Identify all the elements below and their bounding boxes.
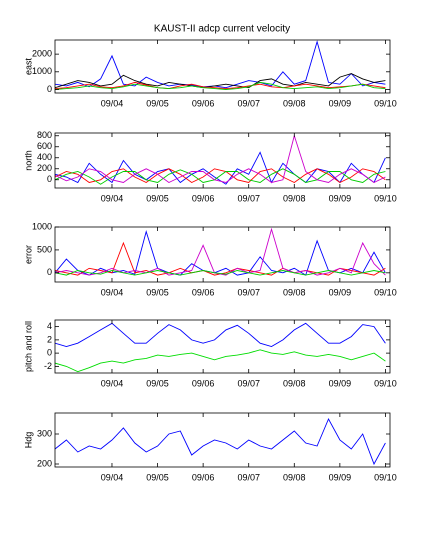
plot-frame (54, 412, 391, 468)
x-tick-label: 09/06 (192, 193, 215, 203)
x-tick-label: 09/08 (283, 98, 306, 108)
x-tick-label: 09/04 (101, 378, 124, 388)
y-tick-label: 200 (37, 163, 52, 173)
x-tick-label: 09/08 (283, 378, 306, 388)
x-tick-label: 09/10 (374, 472, 397, 482)
x-tick-label: 09/06 (192, 98, 215, 108)
y-tick-label: 2 (47, 334, 52, 344)
x-tick-label: 09/05 (146, 193, 169, 203)
y-tick-label: 800 (37, 130, 52, 140)
x-tick-label: 09/09 (329, 287, 352, 297)
series-line (55, 151, 386, 185)
plot-frame (54, 226, 391, 283)
y-axis-label: north (23, 150, 33, 171)
y-tick-label: 600 (37, 141, 52, 151)
x-tick-label: 09/06 (192, 287, 215, 297)
series-line (55, 270, 386, 276)
y-tick-label: 0 (47, 174, 52, 184)
series-line (55, 81, 386, 90)
x-tick-label: 09/09 (329, 472, 352, 482)
series-line (55, 81, 386, 90)
y-axis-label: pitch and roll (23, 321, 33, 372)
y-axis-label: error (23, 245, 33, 264)
plot-frame (54, 319, 391, 374)
x-tick-label: 09/05 (146, 287, 169, 297)
series-line (55, 322, 386, 347)
series-line (55, 134, 386, 184)
y-axis-label: east (23, 57, 33, 75)
x-tick-label: 09/05 (146, 378, 169, 388)
series-line (55, 40, 386, 89)
x-tick-label: 09/08 (283, 472, 306, 482)
y-tick-label: 500 (37, 244, 52, 254)
y-tick-label: 200 (37, 458, 52, 468)
x-tick-label: 09/04 (101, 193, 124, 203)
y-tick-label: 1000 (32, 221, 52, 231)
y-tick-label: 300 (37, 428, 52, 438)
x-tick-label: 09/09 (329, 98, 352, 108)
y-tick-label: 4 (47, 321, 52, 331)
x-tick-label: 09/05 (146, 98, 169, 108)
series-line (55, 417, 386, 466)
x-tick-label: 09/09 (329, 378, 352, 388)
x-tick-label: 09/07 (237, 98, 260, 108)
x-tick-label: 09/06 (192, 472, 215, 482)
y-axis-label: Hdg (23, 432, 33, 449)
x-tick-label: 09/10 (374, 287, 397, 297)
chart-title: KAUST-II adcp current velocity (154, 24, 290, 35)
x-tick-label: 09/10 (374, 193, 397, 203)
x-tick-label: 09/07 (237, 193, 260, 203)
x-tick-label: 09/07 (237, 472, 260, 482)
series-line (55, 73, 386, 89)
y-tick-label: 1000 (32, 66, 52, 76)
x-tick-label: 09/10 (374, 378, 397, 388)
x-tick-label: 09/08 (283, 193, 306, 203)
x-tick-label: 09/10 (374, 98, 397, 108)
series-line (55, 349, 386, 373)
y-tick-label: 2000 (32, 49, 52, 59)
x-tick-label: 09/08 (283, 287, 306, 297)
y-tick-label: 0 (47, 84, 52, 94)
plot-frame (54, 39, 391, 94)
x-tick-label: 09/05 (146, 472, 169, 482)
x-tick-label: 09/04 (101, 98, 124, 108)
y-tick-label: 0 (47, 348, 52, 358)
x-tick-label: 09/04 (101, 287, 124, 297)
x-tick-label: 09/07 (237, 287, 260, 297)
series-line (55, 168, 386, 184)
y-tick-label: -2 (44, 361, 52, 371)
x-tick-label: 09/09 (329, 193, 352, 203)
y-tick-label: 400 (37, 152, 52, 162)
x-tick-label: 09/04 (101, 472, 124, 482)
x-tick-label: 09/06 (192, 378, 215, 388)
plot-frame (54, 132, 391, 189)
y-tick-label: 0 (47, 267, 52, 277)
x-tick-label: 09/07 (237, 378, 260, 388)
